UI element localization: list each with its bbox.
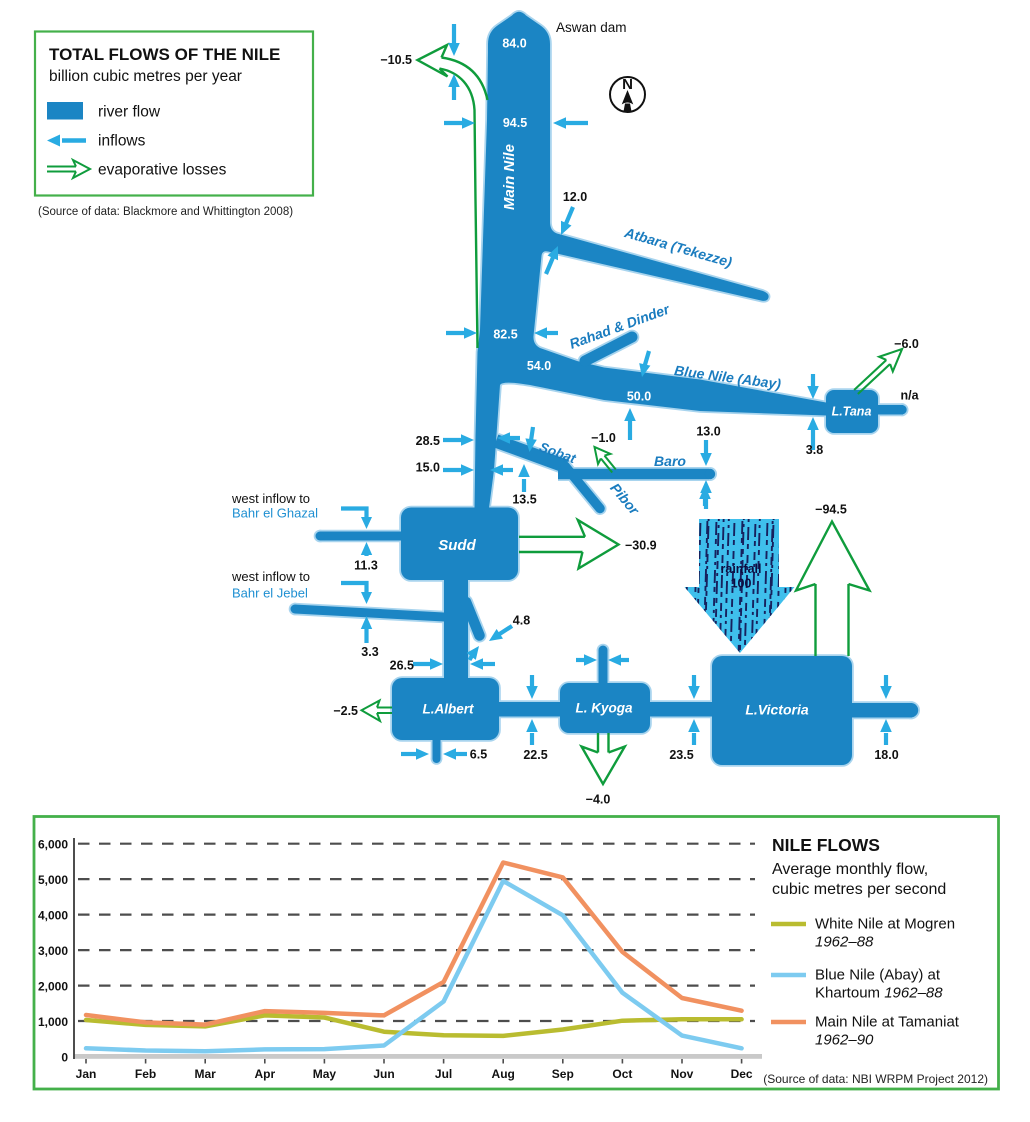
svg-text:12.0: 12.0 [563, 190, 587, 204]
svg-text:(Source of data: NBI WRPM Proj: (Source of data: NBI WRPM Project 2012) [763, 1072, 988, 1086]
svg-text:evaporative losses: evaporative losses [98, 162, 227, 179]
svg-text:13.5: 13.5 [512, 493, 536, 507]
svg-text:N: N [622, 76, 633, 93]
svg-text:Mar: Mar [195, 1067, 217, 1081]
svg-text:Bahr el Jebel: Bahr el Jebel [232, 586, 308, 601]
svg-text:3.8: 3.8 [806, 443, 823, 457]
svg-text:50.0: 50.0 [627, 390, 651, 404]
svg-text:5,000: 5,000 [38, 873, 68, 887]
svg-text:May: May [313, 1067, 337, 1081]
svg-text:Khartoum 1962–88: Khartoum 1962–88 [815, 985, 943, 1002]
svg-text:Sudd: Sudd [438, 537, 476, 554]
svg-text:billion cubic metres per year: billion cubic metres per year [49, 68, 242, 85]
svg-text:Aswan dam: Aswan dam [556, 20, 627, 35]
svg-text:inflows: inflows [98, 133, 146, 150]
svg-text:Jun: Jun [373, 1067, 394, 1081]
svg-text:26.5: 26.5 [390, 659, 414, 673]
svg-text:13.0: 13.0 [696, 425, 720, 439]
svg-text:Aug: Aug [492, 1067, 515, 1081]
svg-text:cubic metres per second: cubic metres per second [772, 881, 946, 898]
svg-text:Oct: Oct [612, 1067, 632, 1081]
svg-text:Main Nile at Tamaniat: Main Nile at Tamaniat [815, 1014, 960, 1031]
svg-text:−6.0: −6.0 [894, 337, 919, 351]
svg-text:Baro: Baro [654, 453, 686, 469]
svg-text:−2.5: −2.5 [333, 704, 358, 718]
svg-text:23.5: 23.5 [669, 748, 693, 762]
svg-text:22.5: 22.5 [523, 748, 547, 762]
svg-text:6,000: 6,000 [38, 838, 68, 852]
svg-text:11.3: 11.3 [354, 559, 378, 573]
svg-text:Jan: Jan [76, 1067, 97, 1081]
svg-text:Main Nile: Main Nile [501, 144, 518, 210]
svg-text:Pibor: Pibor [607, 480, 643, 519]
svg-text:100: 100 [731, 577, 752, 591]
svg-text:4.8: 4.8 [513, 614, 530, 628]
svg-text:Apr: Apr [254, 1067, 275, 1081]
svg-text:Jul: Jul [435, 1067, 452, 1081]
svg-text:82.5: 82.5 [493, 328, 517, 342]
svg-text:Feb: Feb [135, 1067, 156, 1081]
svg-text:TOTAL FLOWS OF THE NILE: TOTAL FLOWS OF THE NILE [49, 45, 280, 64]
svg-text:Average monthly flow,: Average monthly flow, [772, 861, 928, 878]
svg-text:n/a: n/a [900, 389, 919, 403]
svg-text:Sep: Sep [552, 1067, 574, 1081]
svg-text:1962–90: 1962–90 [815, 1032, 874, 1049]
svg-text:3.3: 3.3 [361, 645, 378, 659]
svg-text:1962–88: 1962–88 [815, 934, 874, 951]
svg-text:94.5: 94.5 [503, 116, 527, 130]
svg-text:−4.0: −4.0 [586, 793, 611, 807]
svg-text:3,000: 3,000 [38, 944, 68, 958]
svg-text:west inflow to: west inflow to [231, 491, 310, 506]
svg-text:−1.0: −1.0 [591, 431, 616, 445]
svg-text:Nov: Nov [671, 1067, 694, 1081]
svg-text:4,000: 4,000 [38, 908, 68, 922]
svg-text:18.0: 18.0 [874, 748, 898, 762]
svg-text:(Source of data: Blackmore and: (Source of data: Blackmore and Whittingt… [38, 206, 293, 218]
svg-text:river flow: river flow [98, 104, 161, 121]
svg-text:L.Tana: L.Tana [832, 405, 872, 419]
svg-text:White Nile at Mogren: White Nile at Mogren [815, 916, 955, 933]
svg-text:6.5: 6.5 [470, 748, 487, 762]
svg-text:L.Albert: L.Albert [422, 702, 474, 717]
svg-text:0: 0 [61, 1050, 68, 1064]
svg-text:15.0: 15.0 [416, 461, 440, 475]
svg-text:28.5: 28.5 [416, 434, 440, 448]
svg-text:L.Victoria: L.Victoria [745, 702, 808, 718]
svg-text:rainfall: rainfall [721, 562, 762, 576]
svg-text:84.0: 84.0 [502, 37, 526, 51]
svg-text:−94.5: −94.5 [815, 503, 847, 517]
svg-text:NILE FLOWS: NILE FLOWS [772, 835, 880, 855]
svg-text:L. Kyoga: L. Kyoga [575, 701, 632, 716]
svg-text:−10.5: −10.5 [380, 53, 412, 67]
svg-text:1,000: 1,000 [38, 1015, 68, 1029]
svg-text:−30.9: −30.9 [625, 539, 657, 553]
svg-text:2,000: 2,000 [38, 979, 68, 993]
svg-text:west inflow to: west inflow to [231, 569, 310, 584]
svg-text:54.0: 54.0 [527, 359, 551, 373]
svg-text:Blue Nile (Abay) at: Blue Nile (Abay) at [815, 967, 941, 984]
svg-text:Bahr el Ghazal: Bahr el Ghazal [232, 506, 318, 521]
svg-text:Dec: Dec [731, 1067, 753, 1081]
